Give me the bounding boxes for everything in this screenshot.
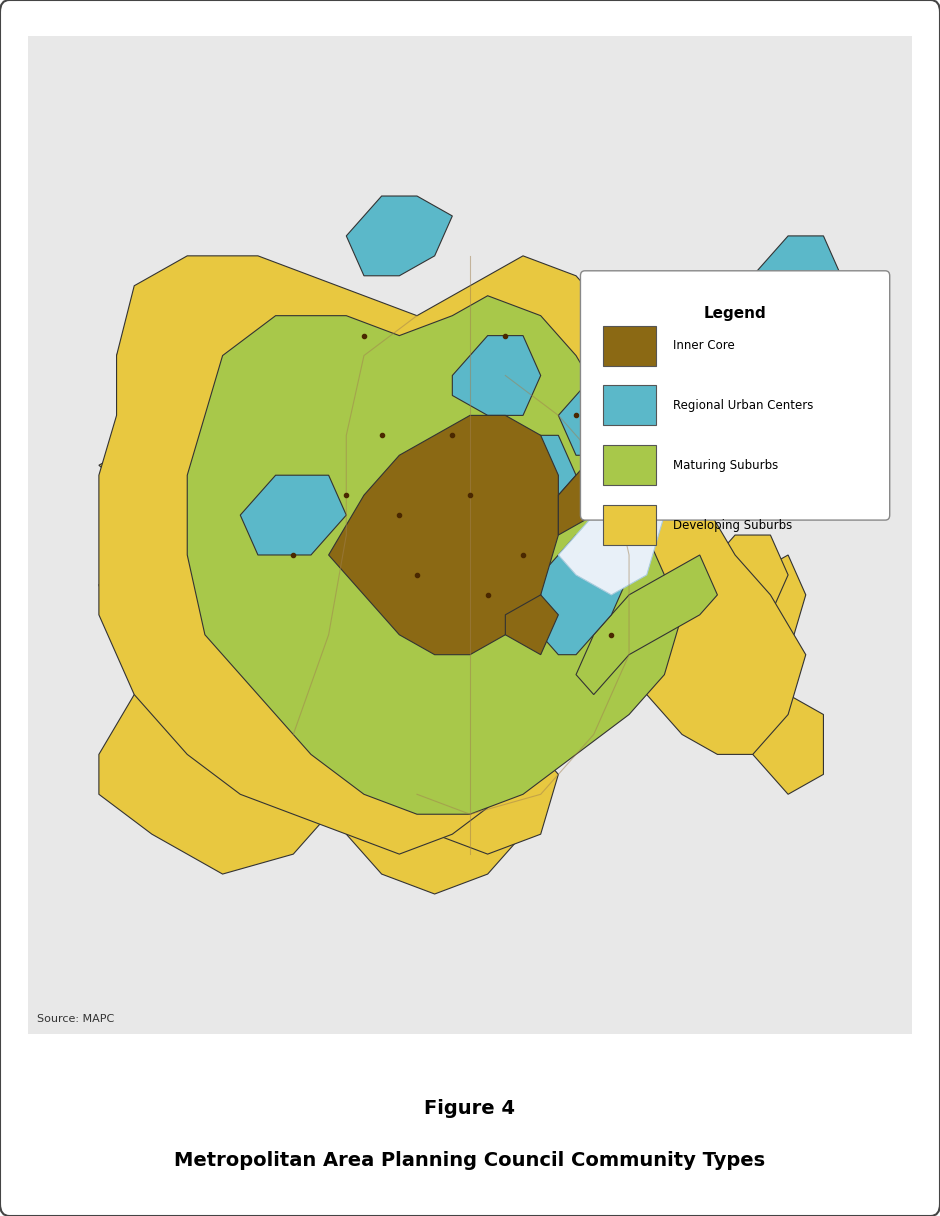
Bar <box>603 505 655 545</box>
Polygon shape <box>329 416 558 654</box>
Text: Figure 4: Figure 4 <box>425 1099 515 1119</box>
Bar <box>603 385 655 426</box>
Polygon shape <box>558 455 611 535</box>
FancyBboxPatch shape <box>10 1055 930 1206</box>
Polygon shape <box>576 554 717 694</box>
Text: Developing Suburbs: Developing Suburbs <box>673 518 792 531</box>
Text: Legend: Legend <box>704 305 766 321</box>
Polygon shape <box>629 276 717 355</box>
Text: Metropolitan Area Planning Council Community Types: Metropolitan Area Planning Council Commu… <box>175 1150 765 1170</box>
Polygon shape <box>665 635 753 715</box>
Polygon shape <box>452 336 540 416</box>
Text: Source: MAPC: Source: MAPC <box>37 1014 115 1024</box>
Polygon shape <box>558 336 665 455</box>
Polygon shape <box>346 196 452 276</box>
Polygon shape <box>99 516 258 644</box>
Polygon shape <box>99 635 346 874</box>
Text: Maturing Suburbs: Maturing Suburbs <box>673 458 778 472</box>
Polygon shape <box>99 405 241 505</box>
Polygon shape <box>99 255 806 854</box>
Polygon shape <box>558 475 665 595</box>
Polygon shape <box>187 295 682 815</box>
Polygon shape <box>241 475 346 554</box>
Text: Inner Core: Inner Core <box>673 339 735 353</box>
FancyBboxPatch shape <box>580 271 889 520</box>
Polygon shape <box>488 435 576 516</box>
Polygon shape <box>753 236 841 316</box>
Polygon shape <box>594 276 771 455</box>
Bar <box>603 445 655 485</box>
Polygon shape <box>346 754 523 894</box>
Polygon shape <box>223 295 364 376</box>
Polygon shape <box>506 595 558 654</box>
Polygon shape <box>117 276 293 405</box>
Text: Regional Urban Centers: Regional Urban Centers <box>673 399 814 412</box>
Polygon shape <box>699 535 788 615</box>
Polygon shape <box>400 734 558 854</box>
Bar <box>603 326 655 366</box>
Polygon shape <box>717 554 806 675</box>
Polygon shape <box>540 535 629 654</box>
Polygon shape <box>753 694 823 794</box>
Polygon shape <box>647 295 717 416</box>
